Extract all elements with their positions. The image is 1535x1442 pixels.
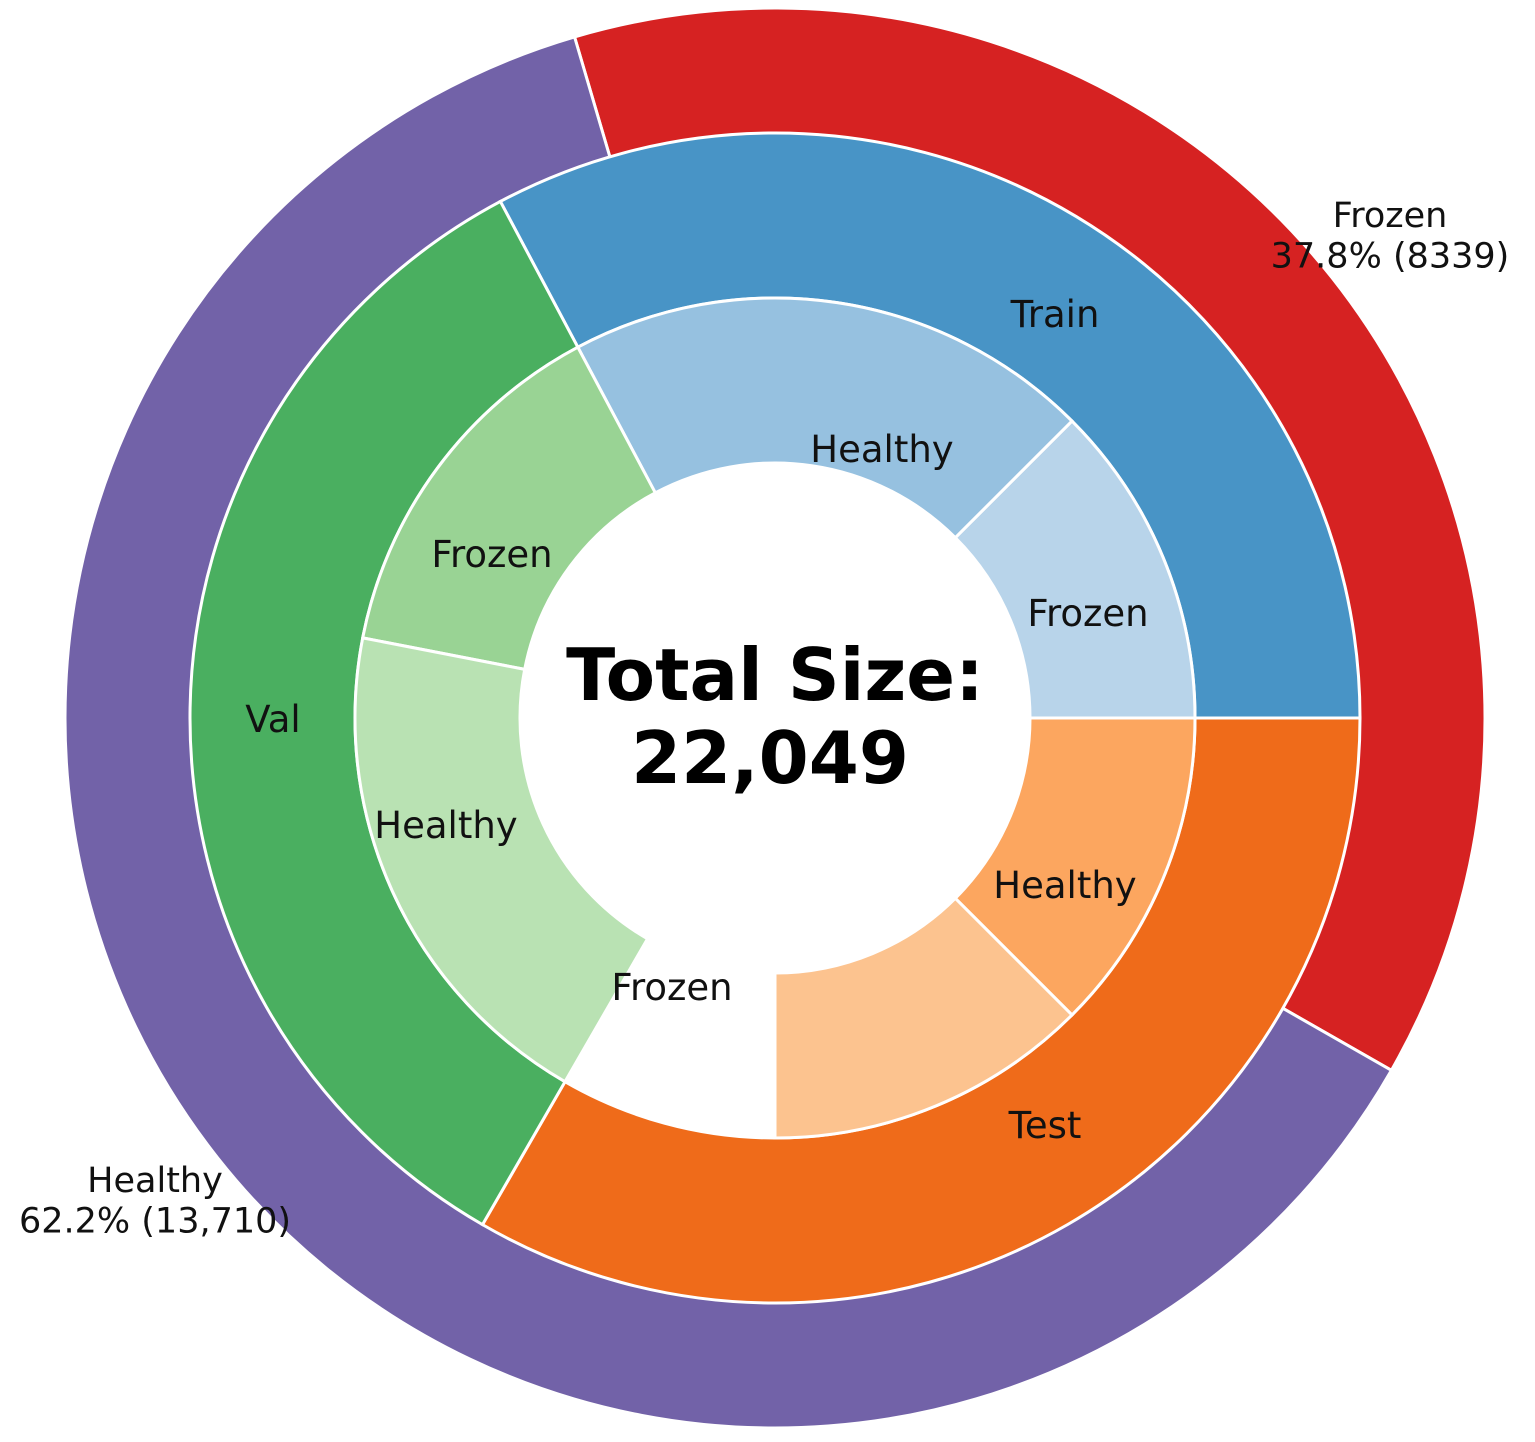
inner-label-val-healthy: Healthy [374, 804, 517, 847]
inner-label-train-frozen: Frozen [1027, 592, 1148, 635]
center-title: Total Size: [566, 633, 984, 717]
middle-label-test: Test [1008, 1104, 1082, 1147]
inner-label-val-frozen: Frozen [431, 533, 552, 576]
inner-label-train-healthy: Healthy [810, 428, 953, 471]
inner-label-test-healthy: Healthy [993, 864, 1136, 907]
inner-ring [353, 296, 1197, 1140]
inner-wedge-test-frozen [773, 896, 1075, 1140]
outer-label-healthy: Healthy 62.2% (13,710) [19, 1161, 291, 1241]
middle-label-train: Train [1010, 293, 1100, 336]
inner-wedge-train-healthy [575, 296, 1075, 540]
inner-wedge-test-healthy [953, 716, 1197, 1018]
middle-label-val: Val [245, 698, 300, 741]
labels: Train Test Val Frozen Healthy Healthy Frozen Fr… [19, 196, 1509, 1241]
inner-label-test-frozen: Frozen [611, 966, 732, 1009]
outer-label-frozen: Frozen 37.8% (8339) [1271, 196, 1510, 276]
center-total: 22,049 [631, 716, 909, 800]
inner-wedge-val-healthy [353, 636, 650, 1084]
